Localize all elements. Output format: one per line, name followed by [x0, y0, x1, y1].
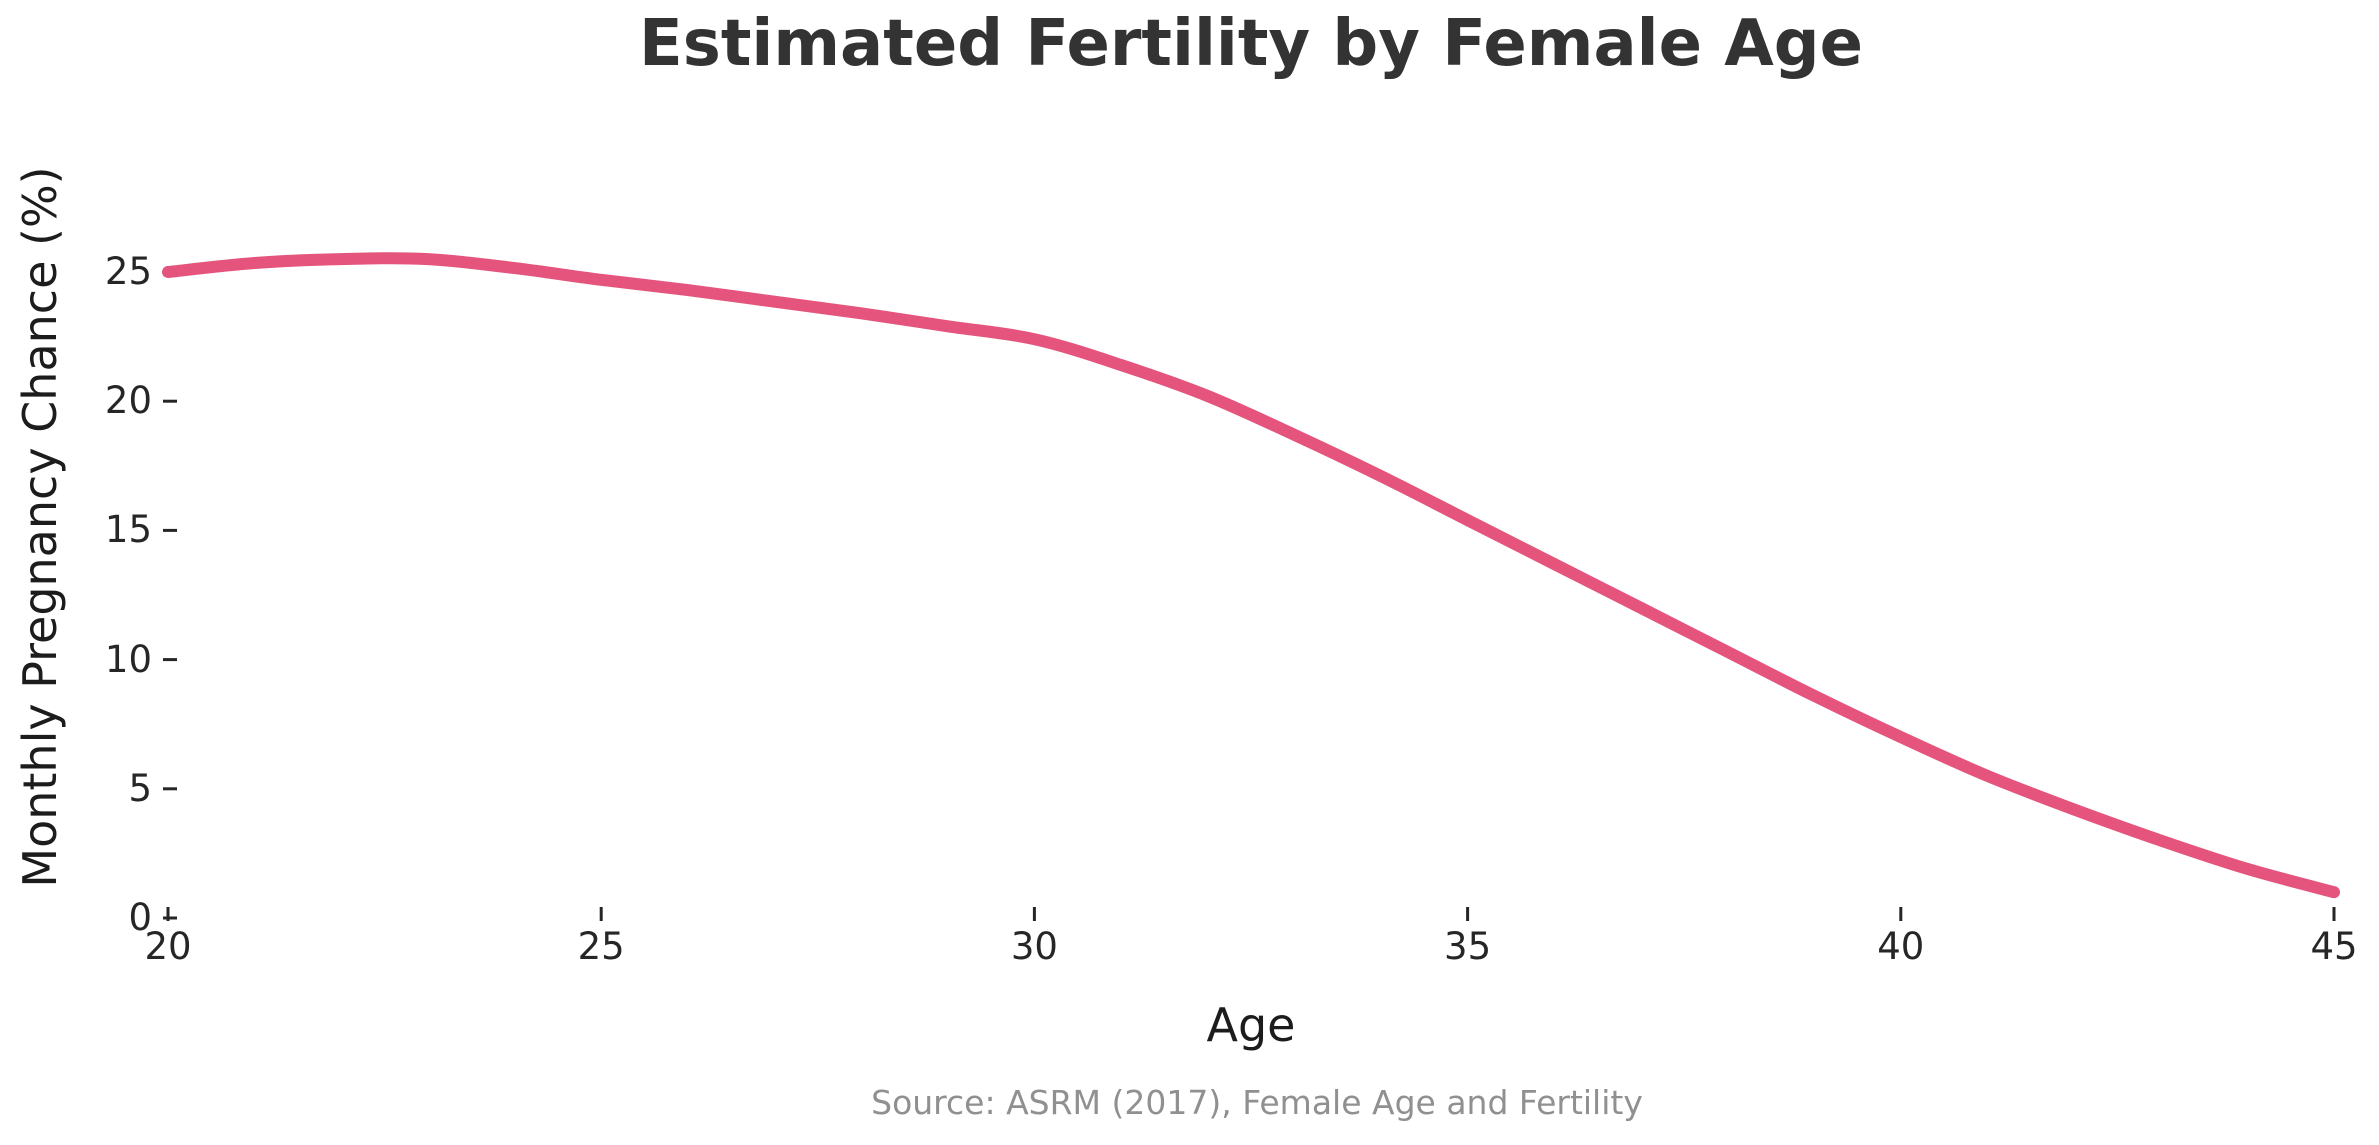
- x-axis-label: Age: [1206, 998, 1296, 1052]
- x-tick-label: 20: [144, 925, 192, 968]
- y-tick-label: 25: [104, 250, 152, 293]
- x-tick-label: 40: [1877, 925, 1925, 968]
- y-tick-label: 15: [104, 508, 152, 552]
- fertility-line: [162, 252, 2340, 899]
- x-tick-label: 30: [1010, 925, 1058, 968]
- x-tick-label: 35: [1444, 925, 1492, 968]
- y-tick-label: 20: [104, 379, 152, 423]
- x-tick-label: 25: [577, 925, 625, 968]
- tick-marks: [163, 270, 2336, 921]
- source-note: Source: ASRM (2017), Female Age and Fert…: [871, 1083, 1643, 1122]
- y-tick-label: 5: [128, 766, 152, 810]
- y-tick-label: 10: [104, 637, 152, 681]
- y-tick-label: 0: [128, 896, 152, 939]
- x-tick-label: 45: [2310, 925, 2358, 968]
- chart-title: Estimated Fertility by Female Age: [639, 7, 1863, 81]
